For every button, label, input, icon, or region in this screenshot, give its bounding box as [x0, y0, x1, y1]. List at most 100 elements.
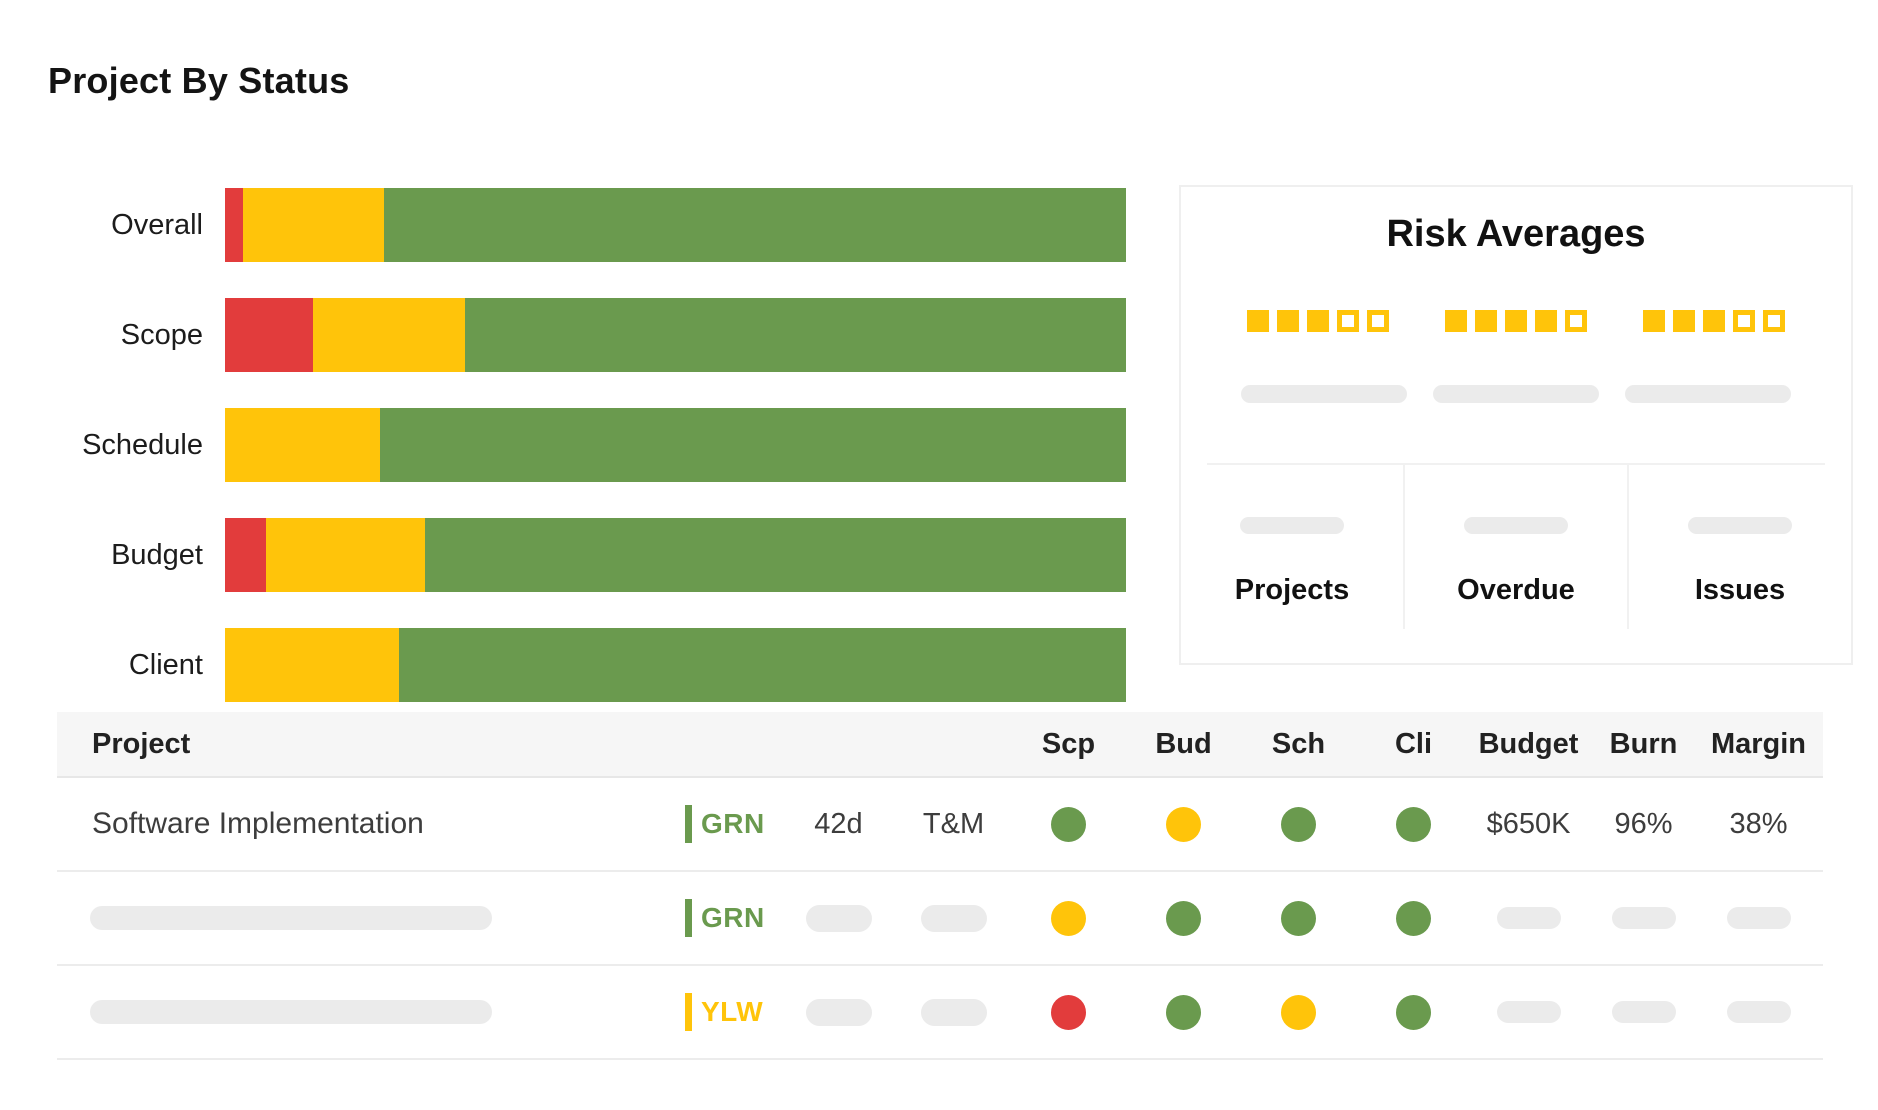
- cell-budget: $650K: [1471, 808, 1586, 841]
- rating-square-filled-icon: [1643, 310, 1665, 332]
- column-header-budget: Budget: [1478, 727, 1579, 760]
- rating-square-filled-icon: [1703, 310, 1725, 332]
- rating-square-empty-icon: [1763, 310, 1785, 332]
- cell-contract: [896, 904, 1011, 932]
- value-placeholder: [1611, 1001, 1676, 1023]
- chart-category-label: Budget: [111, 538, 203, 571]
- cell-project-name: [57, 1000, 660, 1024]
- cell-cli: [1356, 994, 1471, 1030]
- rating-square-empty-icon: [1367, 310, 1389, 332]
- cell-scp: [1011, 806, 1126, 842]
- chart-category-label: Schedule: [82, 428, 203, 461]
- rating-square-empty-icon: [1337, 310, 1359, 332]
- project-name-text: Software Implementation: [92, 807, 424, 840]
- stacked-bar: [225, 188, 1126, 262]
- bar-segment-green: [398, 628, 1126, 702]
- rating-square-filled-icon: [1277, 310, 1299, 332]
- cell-scp: [1011, 994, 1126, 1030]
- rating-square-filled-icon: [1307, 310, 1329, 332]
- bar-segment-green: [464, 298, 1126, 372]
- cell-cli: [1356, 900, 1471, 936]
- bar-segment-red: [225, 518, 267, 592]
- chart-category-label: Overall: [111, 208, 203, 241]
- page-title: Project By Status: [48, 60, 350, 101]
- chart-row: Schedule: [0, 408, 1126, 482]
- table-header-row: Project Scp Bud Sch Cli Budget Burn Margin: [57, 712, 1823, 778]
- table-row[interactable]: YLW: [57, 966, 1823, 1060]
- chart-category-label: Client: [128, 648, 203, 681]
- chart-row: Scope: [0, 298, 1126, 372]
- bar-segment-yellow: [225, 628, 399, 702]
- cell-bud: [1126, 994, 1241, 1030]
- status-dot-green: [1281, 900, 1316, 936]
- cell-status: GRN: [660, 805, 781, 843]
- project-name-placeholder: [90, 906, 492, 930]
- chart-row: Overall: [0, 188, 1126, 262]
- text-placeholder: [1625, 385, 1791, 403]
- status-bar-icon: [685, 993, 692, 1031]
- status-badge: GRN: [701, 902, 765, 933]
- table-body: Software Implementation GRN 42d T&M $650K 96%…: [57, 778, 1823, 1060]
- cell-budget: [1471, 907, 1586, 929]
- value-placeholder: [920, 904, 987, 932]
- column-header-cli: Cli: [1394, 727, 1433, 760]
- status-dot-green: [1281, 806, 1316, 842]
- panel-divider: [1207, 463, 1825, 465]
- cell-value: $650K: [1486, 807, 1571, 840]
- stacked-bar: [225, 408, 1126, 482]
- cell-contract: T&M: [896, 808, 1011, 841]
- text-placeholder: [1241, 385, 1407, 403]
- risk-stat-columns: Projects Overdue Issues: [1181, 465, 1851, 629]
- table-row[interactable]: GRN: [57, 872, 1823, 966]
- projects-table: Project Scp Bud Sch Cli Budget Burn Margin Soft…: [57, 712, 1823, 1060]
- cell-burn: [1586, 907, 1701, 929]
- cell-bud: [1126, 900, 1241, 936]
- value-placeholder: [805, 998, 872, 1026]
- cell-burn: [1586, 1001, 1701, 1023]
- rating-square-filled-icon: [1475, 310, 1497, 332]
- status-dot-red: [1051, 994, 1086, 1030]
- column-header-name: Project: [92, 727, 191, 760]
- cell-bud: [1126, 806, 1241, 842]
- risk-averages-panel: Risk Averages Projects Overdue Issues: [1179, 185, 1853, 665]
- bar-segment-red: [225, 298, 314, 372]
- cell-project-name: Software Implementation: [57, 807, 660, 841]
- value-placeholder: [1496, 1001, 1561, 1023]
- cell-value: 96%: [1614, 807, 1673, 840]
- bar-segment-green: [383, 188, 1126, 262]
- table-row[interactable]: Software Implementation GRN 42d T&M $650K 96%…: [57, 778, 1823, 872]
- bar-segment-yellow: [313, 298, 465, 372]
- cell-duration: [781, 904, 896, 932]
- cell-sch: [1241, 900, 1356, 936]
- value-placeholder: [1726, 1001, 1791, 1023]
- column-header-bud: Bud: [1155, 727, 1212, 760]
- cell-sch: [1241, 994, 1356, 1030]
- status-dot-green: [1166, 994, 1201, 1030]
- risk-panel-title: Risk Averages: [1386, 213, 1646, 255]
- rating-group-1: [1247, 310, 1389, 332]
- rating-square-filled-icon: [1535, 310, 1557, 332]
- status-dot-green: [1396, 994, 1431, 1030]
- bar-segment-green: [379, 408, 1126, 482]
- rating-square-filled-icon: [1505, 310, 1527, 332]
- stat-label: Issues: [1694, 574, 1786, 606]
- status-badge: GRN: [701, 808, 765, 839]
- cell-status: YLW: [660, 993, 781, 1031]
- project-name-placeholder: [90, 1000, 492, 1024]
- risk-rating-placeholders: [1181, 385, 1851, 403]
- stat-projects: Projects: [1181, 465, 1403, 629]
- status-bar-icon: [685, 899, 692, 937]
- cell-status: GRN: [660, 899, 781, 937]
- stacked-bar: [225, 298, 1126, 372]
- cell-value: 42d: [814, 807, 863, 840]
- cell-value: T&M: [922, 807, 985, 840]
- cell-value: 38%: [1729, 807, 1788, 840]
- value-placeholder: [805, 904, 872, 932]
- rating-group-3: [1643, 310, 1785, 332]
- column-header-burn: Burn: [1609, 727, 1678, 760]
- status-badge: YLW: [701, 996, 764, 1027]
- column-header-scp: Scp: [1041, 727, 1096, 760]
- status-dot-yellow: [1281, 994, 1316, 1030]
- stat-label: Projects: [1234, 574, 1350, 606]
